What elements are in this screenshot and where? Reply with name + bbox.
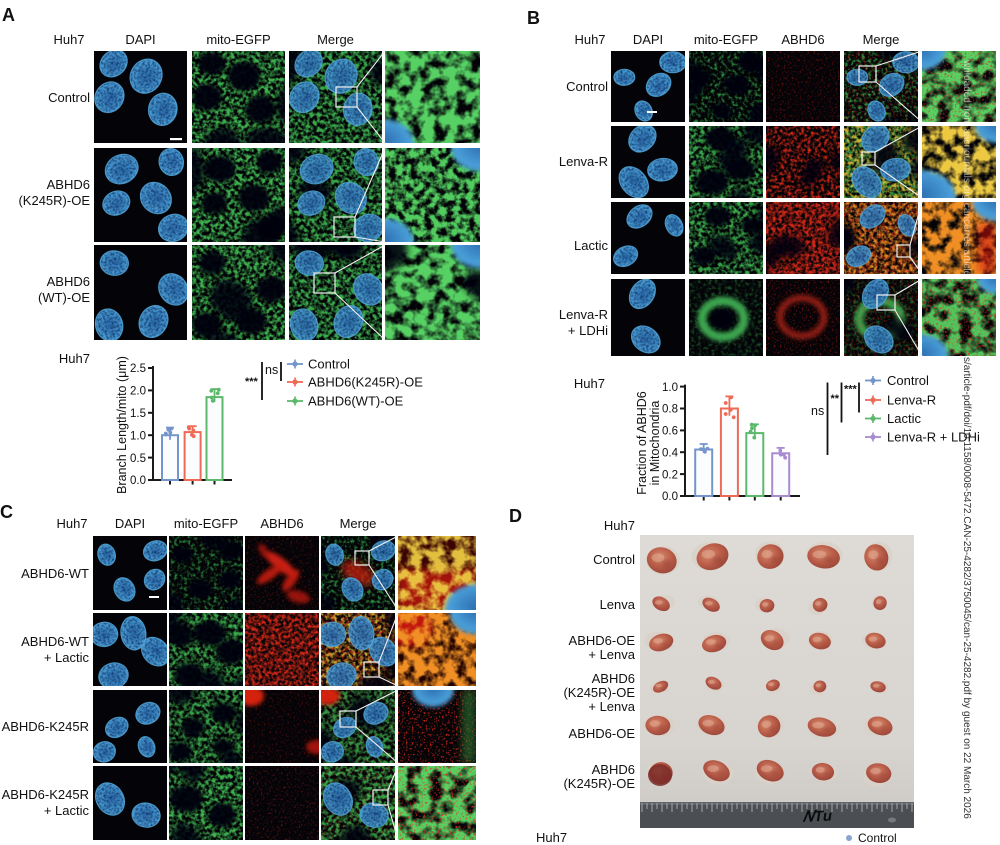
svg-text:***: *** [844, 384, 858, 396]
svg-text:**: ** [831, 393, 840, 405]
svg-text:𝑁Tu: 𝑁Tu [802, 808, 833, 826]
svg-text:ns: ns [811, 404, 824, 418]
svg-text:Control: Control [887, 373, 929, 388]
svg-text:Lactic: Lactic [887, 411, 921, 426]
svg-text:0.0: 0.0 [662, 491, 678, 503]
svg-text:Control: Control [308, 357, 350, 372]
svg-text:ABHD6(K245R)-OE: ABHD6(K245R)-OE [308, 375, 423, 390]
svg-text:Lenva-R + LDHi: Lenva-R + LDHi [887, 430, 980, 445]
svg-text:ABHD6(WT)-OE: ABHD6(WT)-OE [308, 394, 404, 409]
svg-text:1.0: 1.0 [130, 430, 146, 442]
svg-text:0.4: 0.4 [662, 447, 679, 459]
svg-text:***: *** [245, 376, 259, 388]
svg-text:Lenva-R: Lenva-R [887, 393, 936, 408]
svg-text:2.0: 2.0 [130, 386, 146, 398]
svg-text:2.5: 2.5 [130, 363, 146, 375]
svg-text:0.0: 0.0 [130, 475, 146, 487]
svg-text:0.2: 0.2 [662, 469, 678, 481]
svg-text:1.5: 1.5 [130, 408, 146, 420]
svg-text:0.8: 0.8 [662, 404, 678, 416]
svg-text:1.0: 1.0 [662, 382, 678, 394]
svg-text:0.5: 0.5 [130, 453, 146, 465]
svg-text:0.6: 0.6 [662, 426, 678, 438]
svg-text:ns: ns [265, 363, 278, 377]
